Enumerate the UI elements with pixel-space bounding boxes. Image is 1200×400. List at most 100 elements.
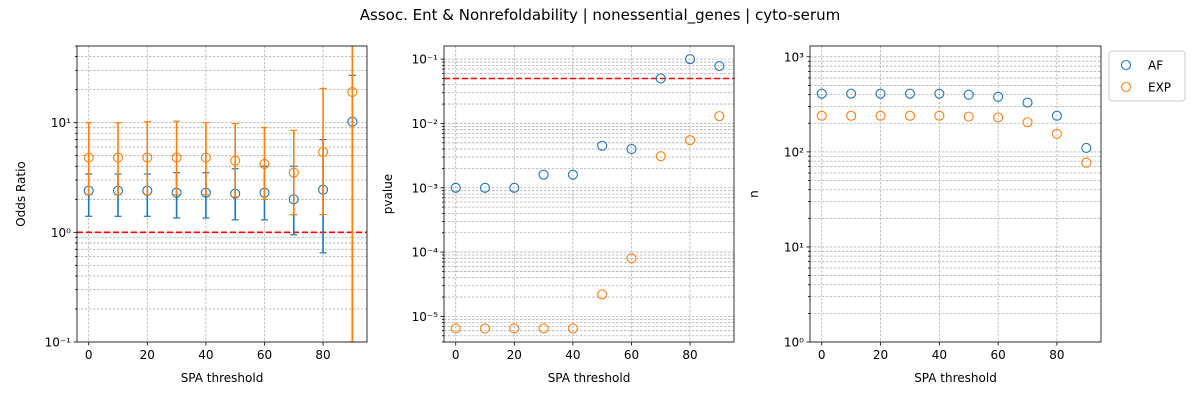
data-point-exp: [479, 323, 491, 334]
legend-label-exp: EXP: [1148, 81, 1171, 95]
y-tick-label: 10⁻¹: [412, 53, 439, 67]
series-exp: [816, 110, 1092, 168]
grid: [440, 46, 734, 343]
data-point-exp: [993, 112, 1004, 123]
legend: AF EXP: [1108, 50, 1186, 102]
data-point-af: [816, 88, 827, 99]
data-point-exp: [963, 111, 974, 122]
x-tick-label: 0: [452, 348, 460, 362]
data-point-af: [685, 54, 696, 65]
axes-frame: [443, 45, 735, 343]
data-point-af: [450, 182, 461, 193]
y-tick-label: 10⁻²: [412, 117, 439, 131]
series-exp: [83, 46, 358, 342]
panel-1: 0 20 40 60 80 10⁻¹ 10⁰ 10¹ SPA threshold Odds Rat…: [14, 45, 368, 385]
data-point-exp: [1022, 117, 1033, 128]
data-point-exp: [450, 323, 461, 334]
x-tick-label: 60: [990, 348, 1005, 362]
x-tick-label: 80: [1049, 348, 1064, 362]
data-point-exp: [200, 152, 211, 163]
data-point-exp: [875, 110, 886, 121]
x-tick-label: 40: [198, 348, 213, 362]
x-tick-label: 0: [85, 348, 93, 362]
data-point-af: [875, 88, 886, 99]
axes-frame: [809, 45, 1102, 343]
x-tick-label: 80: [682, 348, 697, 362]
data-point-af: [509, 182, 520, 193]
y-tick-label: 10³: [784, 50, 804, 64]
data-point-af: [714, 61, 725, 72]
data-point-af: [1022, 97, 1033, 108]
data-point-exp: [1081, 157, 1092, 168]
y-axis-label: pvalue: [381, 174, 395, 214]
data-point-exp: [112, 152, 124, 163]
x-tick-label: 80: [315, 348, 330, 362]
data-point-af: [993, 91, 1004, 102]
data-point-af: [904, 88, 915, 99]
x-tick-label: 20: [873, 348, 888, 362]
y-tick-label: 10⁰: [51, 226, 71, 240]
data-point-exp: [288, 167, 299, 178]
data-point-exp: [655, 151, 666, 162]
data-point-exp: [509, 323, 520, 334]
data-point-exp: [230, 155, 241, 166]
data-point-exp: [171, 152, 182, 163]
legend-marker-af: [1120, 59, 1132, 71]
data-point-exp: [347, 87, 358, 98]
data-point-af: [655, 73, 666, 84]
data-point-exp: [626, 253, 637, 264]
y-tick-label: 10⁻⁵: [412, 310, 439, 324]
y-tick-label: 10⁻³: [412, 181, 439, 195]
data-point-exp: [714, 111, 725, 122]
data-point-exp: [934, 110, 945, 121]
data-point-exp: [83, 152, 94, 163]
data-point-exp: [142, 152, 153, 163]
plot-area: [450, 54, 725, 334]
series-af: [450, 54, 725, 193]
y-tick-label: 10⁻¹: [45, 336, 72, 350]
y-tick-label: 10¹: [784, 240, 804, 254]
axes-frame: [76, 45, 368, 343]
data-point-exp: [1051, 128, 1062, 139]
data-point-af: [479, 182, 491, 193]
data-point-exp: [904, 110, 915, 121]
legend-marker-exp: [1120, 81, 1132, 93]
data-point-exp: [597, 289, 608, 300]
data-point-af: [567, 169, 578, 180]
data-point-af: [1051, 110, 1062, 121]
y-tick-label: 10²: [784, 145, 804, 159]
x-tick-label: 60: [624, 348, 639, 362]
data-point-af: [538, 169, 549, 180]
data-point-af: [934, 88, 945, 99]
x-tick-label: 40: [932, 348, 947, 362]
y-tick-label: 10⁰: [784, 336, 804, 350]
x-tick-label: 20: [140, 348, 155, 362]
series-af: [816, 88, 1092, 154]
data-point-af: [1081, 142, 1092, 154]
y-tick-label: 10¹: [51, 116, 71, 130]
data-point-af: [963, 89, 974, 100]
data-point-af: [846, 88, 857, 99]
data-point-exp: [567, 323, 578, 334]
x-tick-label: 40: [565, 348, 580, 362]
data-point-exp: [846, 110, 857, 121]
x-tick-label: 60: [257, 348, 272, 362]
x-tick-label: 20: [507, 348, 522, 362]
data-point-exp: [318, 146, 329, 158]
grid: [806, 46, 1101, 343]
y-axis-label: n: [747, 190, 761, 198]
data-point-exp: [816, 110, 827, 121]
y-axis-label: Odds Ratio: [14, 161, 28, 227]
panel-3: 0 20 40 60 80 10⁰ 10¹ 10² 10³ SPA threshold n: [747, 45, 1102, 385]
legend-frame: [1108, 50, 1186, 102]
plot-area: [816, 88, 1092, 168]
data-point-exp: [538, 323, 549, 334]
panel-2: 0 20 40 60 80 10⁻⁵ 10⁻⁴ 10⁻³ 10⁻² 10⁻¹ SPA thresho…: [381, 45, 735, 385]
legend-label-af: AF: [1148, 59, 1163, 73]
series-af: [83, 74, 358, 342]
x-axis-label: SPA threshold: [548, 371, 631, 385]
x-tick-label: 0: [818, 348, 826, 362]
plot-area: [83, 46, 358, 342]
figure-title: Assoc. Ent & Nonrefoldability | nonessen…: [360, 6, 840, 25]
